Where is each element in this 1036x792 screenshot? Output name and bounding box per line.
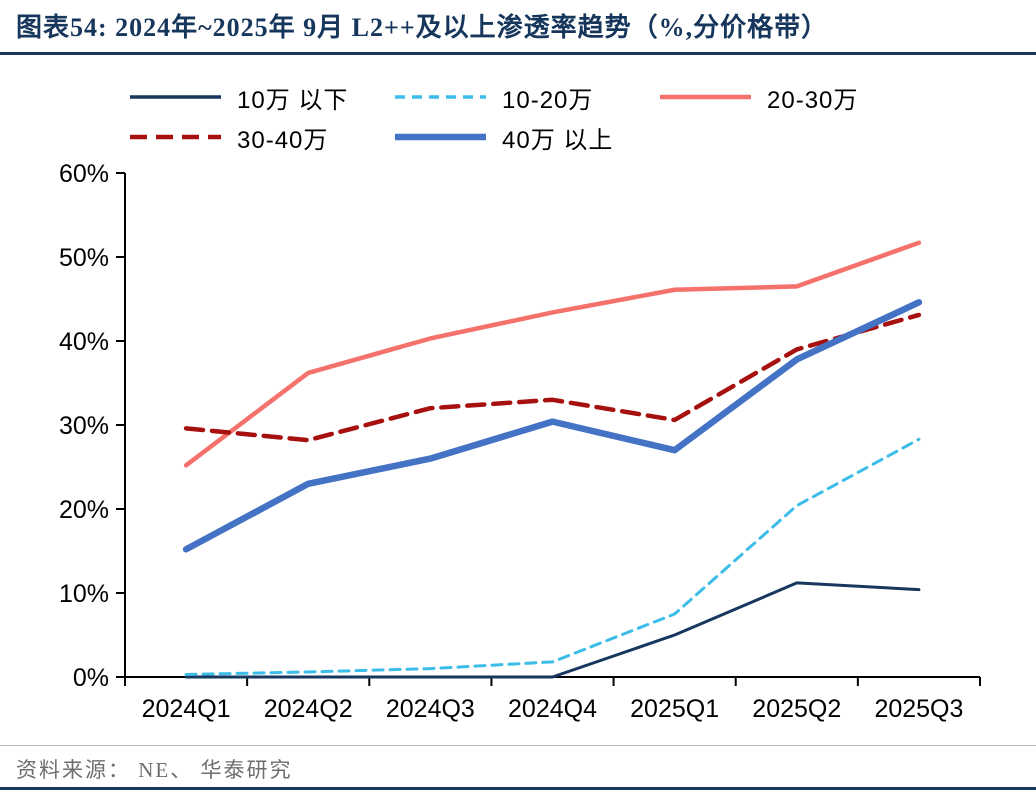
legend-line-sample	[130, 134, 221, 140]
series-line-4	[183, 312, 922, 443]
chart-legend: 10万 以下 10-20万 20-30万 30-40万 40万 以上	[128, 77, 938, 157]
legend-label: 10-20万	[502, 86, 594, 114]
y-tick-label: 50%	[59, 244, 109, 272]
legend-label: 20-30万	[767, 86, 859, 114]
y-tick-label: 40%	[59, 328, 109, 356]
legend-item-5: 40万 以上	[393, 117, 658, 157]
series-line-2	[184, 437, 921, 676]
source-note: 资料来源： NE、 华泰研究	[16, 758, 293, 782]
series-line-3	[183, 240, 922, 468]
y-tick-label: 60%	[59, 160, 109, 188]
x-tick-label: 2024Q1	[142, 695, 231, 723]
chart-title: 图表54: 2024年~2025年 9月 L2++及以上渗透率趋势（%,分价格带…	[16, 13, 829, 42]
legend-item-3: 20-30万	[658, 77, 923, 117]
footer-separator-rule	[0, 745, 1036, 746]
legend-label: 30-40万	[237, 126, 329, 154]
legend-line-sample	[395, 95, 486, 99]
legend-line-sample	[130, 95, 221, 99]
y-tick-label: 30%	[59, 412, 109, 440]
legend-item-2: 10-20万	[393, 77, 658, 117]
x-tick-label: 2025Q3	[874, 695, 963, 723]
y-tick-label: 0%	[73, 664, 109, 692]
y-tick-label: 10%	[59, 580, 109, 608]
x-tick-label: 2024Q3	[386, 695, 475, 723]
title-underline-rule	[0, 52, 1036, 55]
legend-item-1: 10万 以下	[128, 77, 393, 117]
line-chart-plot: 0% 10% 20% 30% 40% 50% 60% 2024Q1 2024Q2 2024Q3 20…	[59, 160, 981, 723]
series-line-1	[184, 581, 921, 679]
x-tick-label: 2024Q4	[508, 695, 597, 723]
x-tick-label: 2025Q1	[630, 695, 719, 723]
legend-label: 10万 以下	[237, 86, 349, 114]
x-tick-label: 2025Q2	[752, 695, 841, 723]
bottom-border-rule	[0, 787, 1036, 790]
y-tick-label: 20%	[59, 496, 109, 524]
legend-line-sample	[660, 94, 751, 100]
legend-item-4: 30-40万	[128, 117, 393, 157]
x-tick-label: 2024Q2	[264, 695, 353, 723]
legend-label: 40万 以上	[502, 126, 614, 154]
series-line-5	[182, 299, 923, 553]
legend-line-sample	[395, 133, 486, 141]
